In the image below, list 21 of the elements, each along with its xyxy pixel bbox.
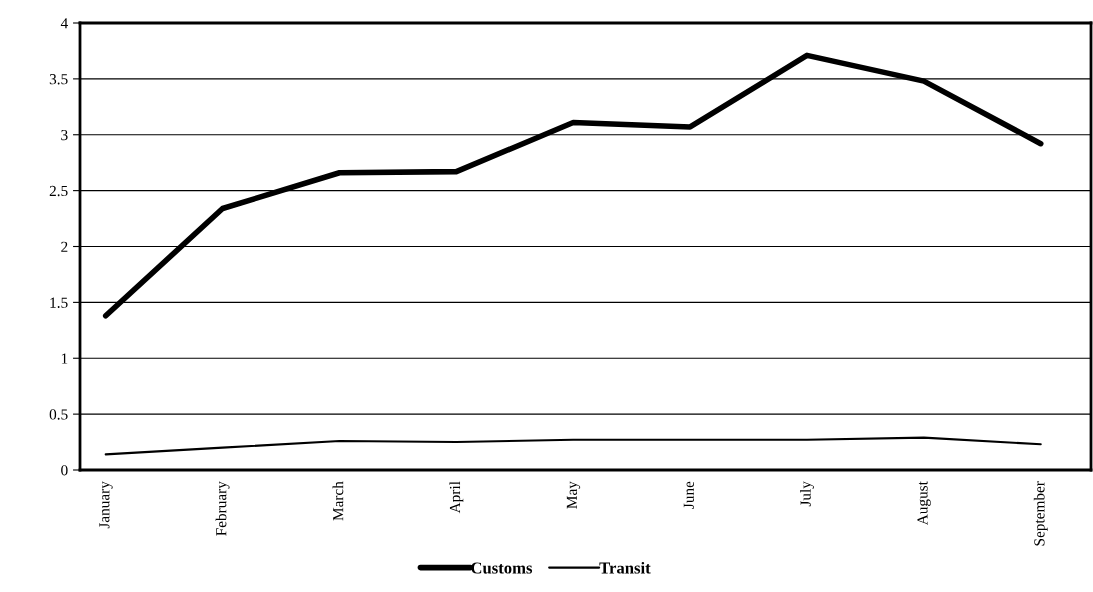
legend-label: Transit <box>599 561 651 574</box>
line-series <box>104 436 1042 456</box>
y-tick-label: 2.5 <box>49 185 68 197</box>
y-tick-label: 0.5 <box>49 409 68 420</box>
x-tick-label: September <box>1033 481 1048 546</box>
x-tick-label: June <box>683 481 694 509</box>
y-tick-label: 3 <box>61 129 68 141</box>
y-tick-label: 1 <box>61 353 68 364</box>
x-tick-label: July <box>800 481 814 507</box>
x-tick-label: August <box>917 481 931 526</box>
y-tick-label: 4 <box>60 18 68 29</box>
x-tick-label: March <box>332 481 344 521</box>
y-tick-label: 3.5 <box>49 74 68 85</box>
legend-label: Customs <box>471 562 533 574</box>
x-tick-label: May <box>566 481 581 509</box>
x-tick-label: April <box>449 481 464 514</box>
y-tick-label: 1.5 <box>50 297 68 308</box>
y-tick-label: 2 <box>61 241 68 252</box>
x-tick-label: February <box>215 481 230 536</box>
y-tick-label: 0 <box>61 465 68 476</box>
x-tick-label: January <box>99 481 113 529</box>
